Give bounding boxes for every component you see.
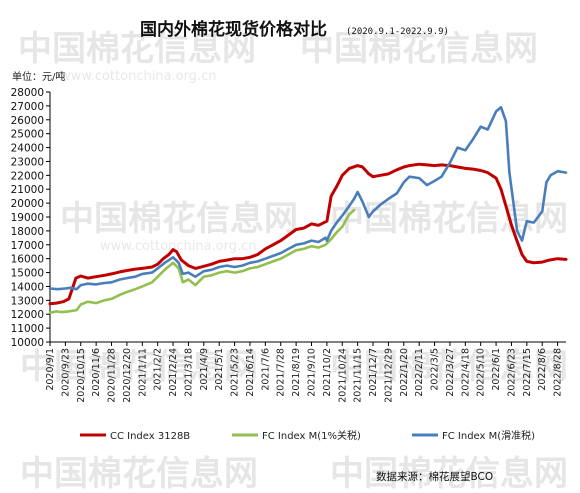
x-tick-label: 2021/6/14	[245, 348, 256, 397]
watermark-text: 中国棉花信息网	[330, 347, 568, 387]
x-tick-label: 2021/7/28	[276, 348, 287, 397]
x-tick-label: 2020/9/1	[45, 348, 56, 391]
series-line-1	[48, 162, 568, 306]
x-tick-label: 2021/9/10	[306, 348, 317, 397]
y-tick-label: 12000	[11, 309, 44, 321]
y-tick-label: 11000	[11, 323, 44, 335]
x-tick-label: 2022/2/11	[414, 348, 425, 397]
legend-label: CC Index 3128B	[110, 431, 190, 442]
watermark-text: 中国棉花信息网	[300, 29, 538, 69]
series-line-2	[48, 208, 356, 315]
y-tick-label: 27000	[11, 101, 44, 113]
y-tick-label: 13000	[11, 295, 44, 307]
series-layer	[48, 106, 568, 315]
watermark-text: 中国棉花信息网	[20, 347, 258, 387]
x-tick-label: 2022/6/1	[491, 348, 502, 391]
x-tick-label: 2021/1/11	[137, 348, 148, 397]
x-tick-label: 2021/12/29	[383, 348, 394, 403]
x-tick-label: 2022/3/5	[430, 348, 441, 391]
x-axis: 2020/9/1 2020/9/23 2020/10/15 2020/11/6 2020…	[45, 341, 566, 403]
legend-item: FC Index M(1%关税)	[232, 429, 361, 442]
x-tick-label: 2021/7/6	[260, 348, 271, 391]
x-tick-label: 2021/10/2	[322, 348, 333, 397]
x-tick-label: 2021/12/7	[368, 348, 379, 397]
watermark-text: 中国棉花信息网	[18, 29, 256, 69]
y-tick-label: 16000	[11, 254, 44, 266]
unit-label: 单位：元/吨	[12, 70, 65, 83]
y-tick-label: 10000	[11, 337, 44, 349]
x-tick-label: 2021/10/24	[337, 348, 348, 403]
watermark-text: www.cottonchina.org.cn	[60, 69, 217, 84]
x-tick-label: 2022/8/28	[553, 348, 564, 397]
watermark-text: 中国棉花信息网	[20, 454, 258, 493]
y-tick-label: 25000	[11, 129, 44, 141]
legend-item: CC Index 3128B	[80, 431, 190, 442]
x-tick-label: 2020/11/28	[107, 348, 118, 403]
legend: CC Index 3128B FC Index M(1%关税) FC Index M…	[80, 429, 535, 442]
series-line-3	[48, 106, 568, 291]
y-tick-label: 20000	[11, 198, 44, 210]
x-tick-label: 2020/12/20	[122, 348, 133, 403]
y-tick-label: 24000	[11, 143, 44, 155]
x-tick-label: 2021/5/23	[230, 348, 241, 397]
legend-label: FC Index M(滑准税)	[442, 429, 535, 442]
x-tick-label: 2022/6/23	[506, 348, 517, 397]
watermark-layer: 中国棉花信息网 www.cottonchina.org.cn 中国棉花信息网 中…	[18, 29, 568, 493]
x-tick-label: 2021/2/2	[153, 348, 164, 391]
x-tick-label: 2022/5/10	[476, 348, 487, 397]
y-tick-label: 19000	[11, 212, 44, 224]
x-tick-label: 2022/7/15	[522, 348, 533, 397]
chart-title: 国内外棉花现货价格对比	[140, 19, 327, 40]
x-tick-label: 2022/3/27	[445, 348, 456, 397]
y-tick-label: 18000	[11, 226, 44, 238]
x-tick-label: 2022/8/6	[537, 348, 548, 391]
watermark-text: 中国棉花信息网	[60, 199, 298, 239]
chart-subtitle: (2020.9.1-2022.9.9)	[346, 27, 449, 37]
y-tick-label: 22000	[11, 170, 44, 182]
watermark-text: www.cottonchina.org.cn	[100, 239, 257, 254]
x-tick-label: 2020/9/23	[60, 348, 71, 397]
y-tick-label: 28000	[11, 87, 44, 99]
y-tick-label: 21000	[11, 184, 44, 196]
watermark-text: 中国棉花信息网	[330, 199, 568, 239]
y-tick-label: 26000	[11, 115, 44, 127]
x-tick-label: 2021/3/18	[183, 348, 194, 397]
x-tick-label: 2021/11/15	[353, 348, 364, 403]
y-tick-label: 23000	[11, 156, 44, 168]
source-note: 数据来源：棉花展望BCO	[376, 470, 493, 483]
legend-label: FC Index M(1%关税)	[262, 429, 361, 442]
watermark-text: 中国棉花信息网	[330, 454, 568, 493]
y-tick-label: 15000	[11, 268, 44, 280]
x-tick-label: 2022/4/18	[460, 348, 471, 397]
x-tick-label: 2020/11/6	[91, 348, 102, 397]
y-tick-label: 17000	[11, 240, 44, 252]
x-tick-label: 2021/4/9	[199, 348, 210, 391]
x-tick-label: 2021/8/19	[291, 348, 302, 397]
legend-item: FC Index M(滑准税)	[412, 429, 535, 442]
y-tick-label: 14000	[11, 281, 44, 293]
x-tick-label: 2021/2/24	[168, 348, 179, 397]
x-tick-label: 2022/1/20	[399, 348, 410, 397]
x-tick-label: 2020/10/15	[76, 348, 87, 403]
x-tick-label: 2021/5/1	[214, 348, 225, 391]
